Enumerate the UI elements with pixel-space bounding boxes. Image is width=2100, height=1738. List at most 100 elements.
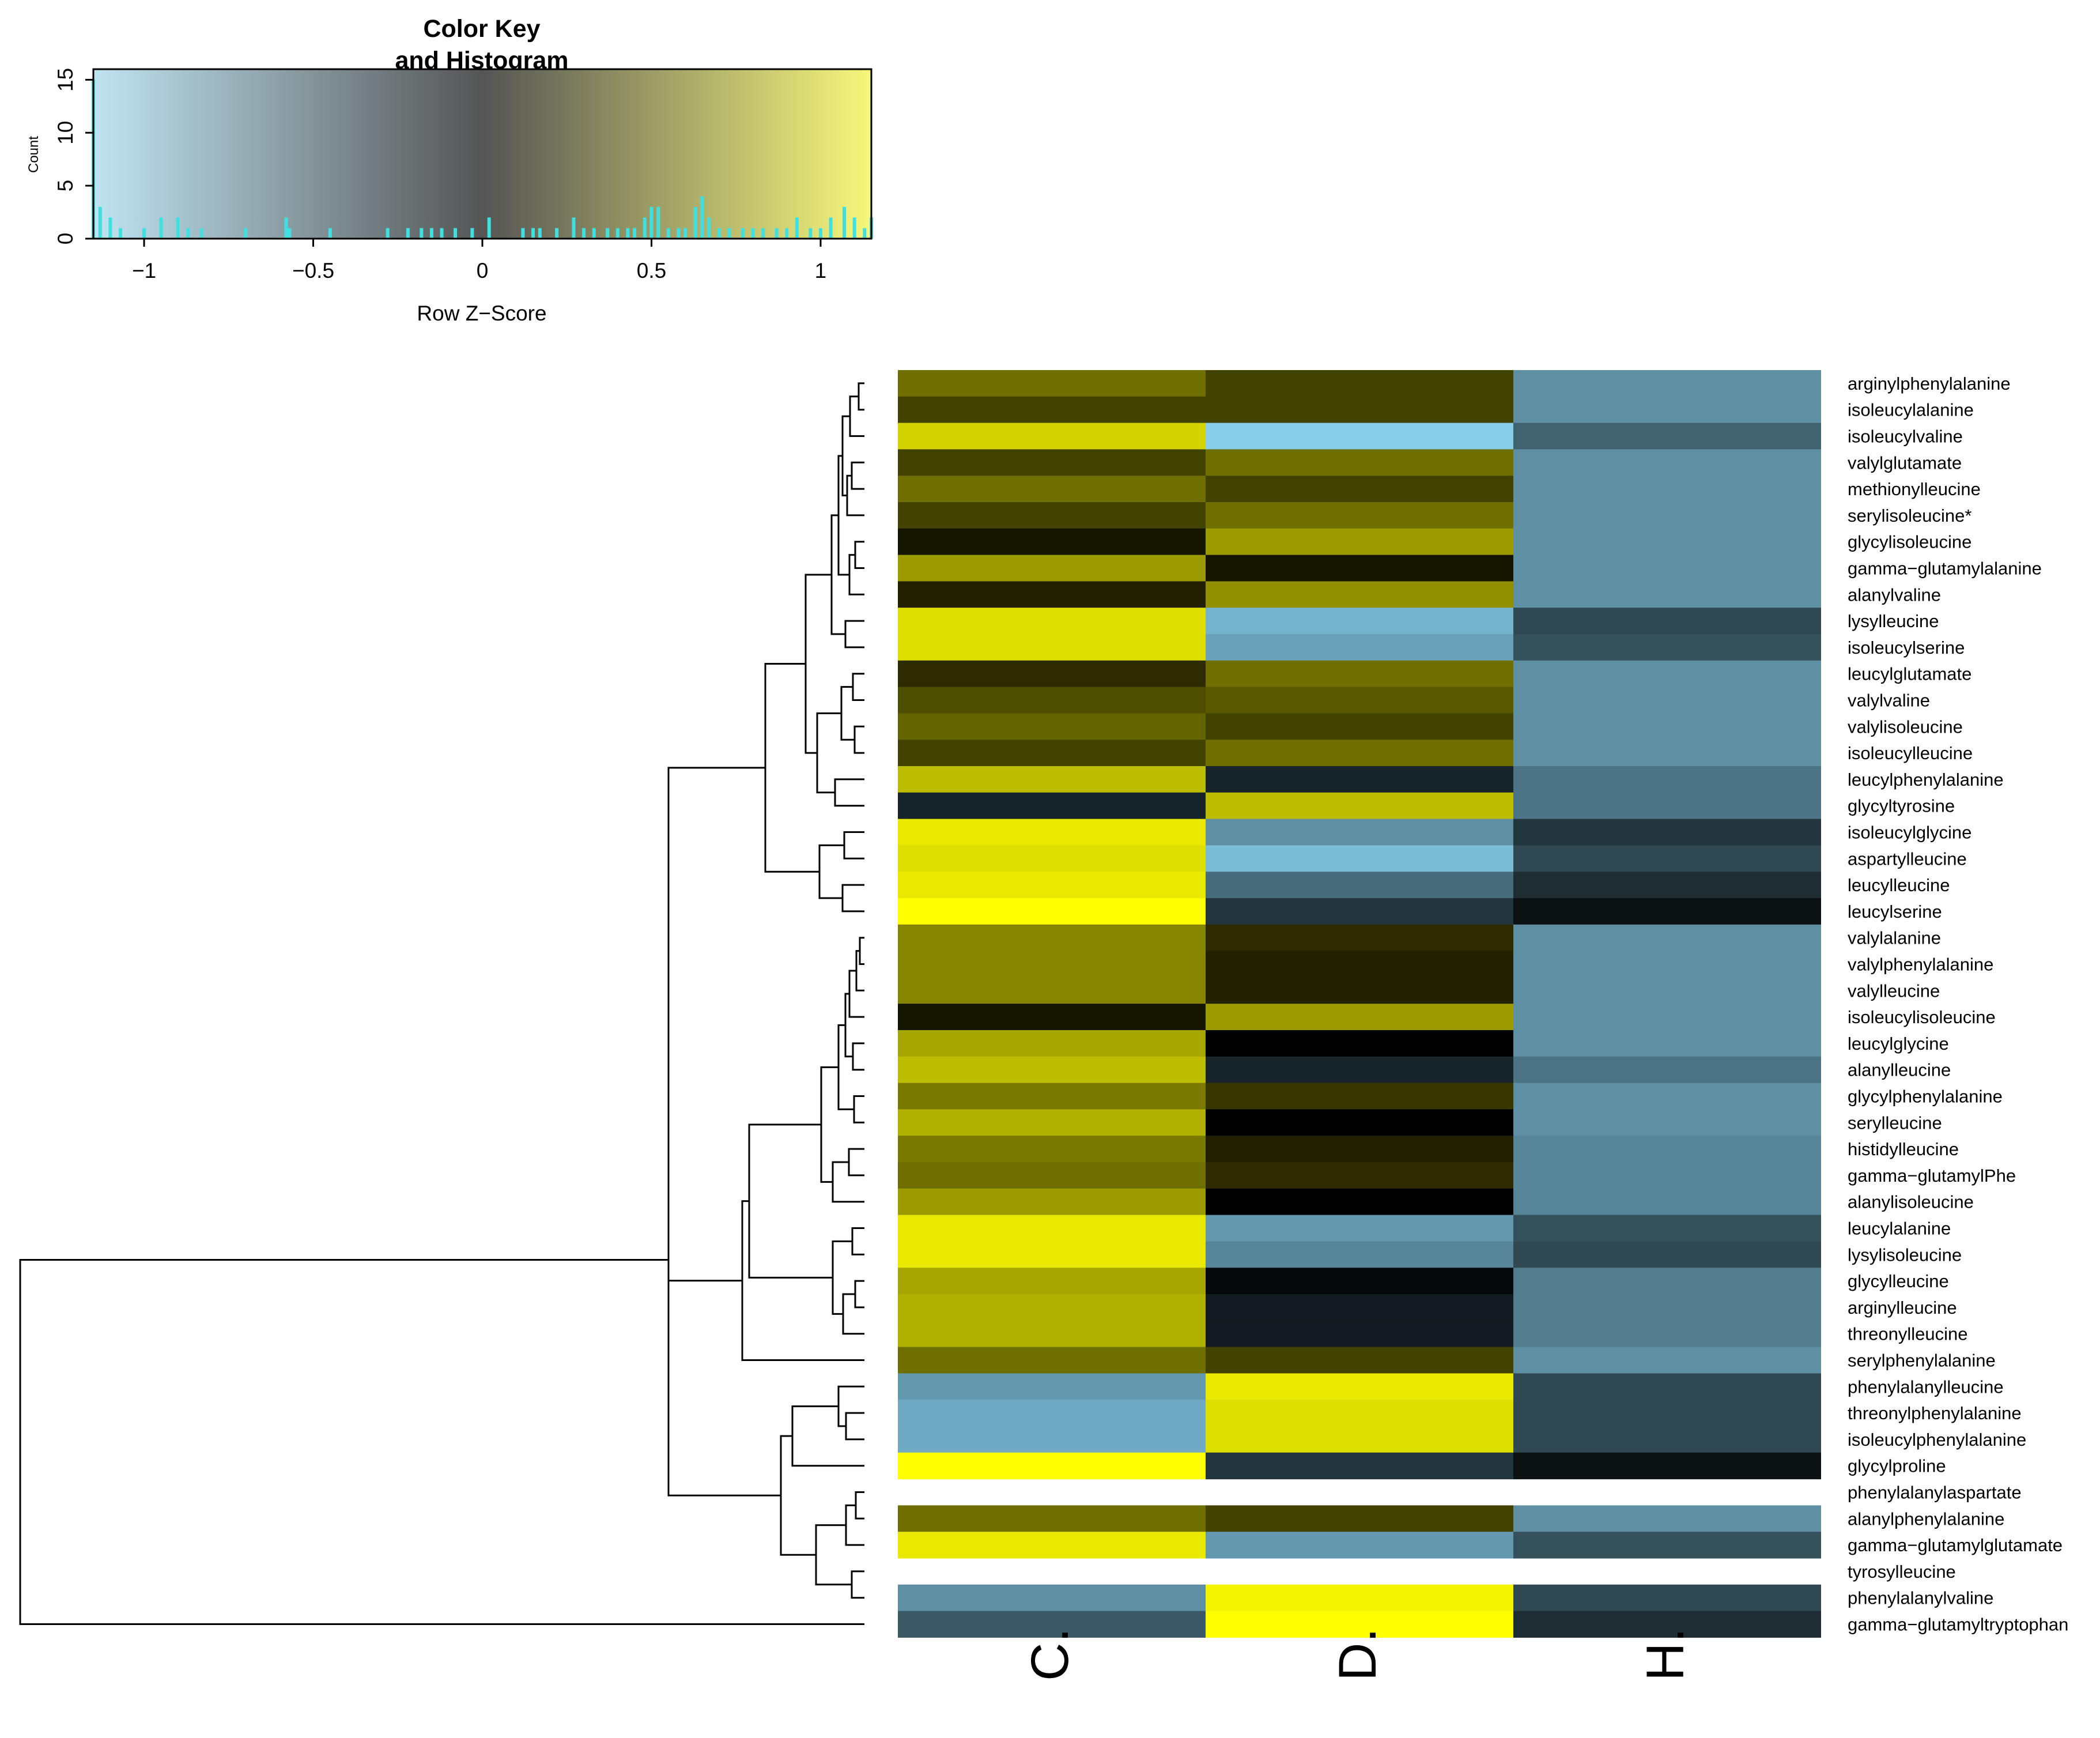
row-label: serylleucine bbox=[1848, 1113, 1942, 1133]
heatmap-cell bbox=[1513, 1373, 1821, 1400]
row-label: leucylserine bbox=[1848, 902, 1942, 922]
dendrogram-branch bbox=[858, 382, 864, 411]
heatmap-cell bbox=[1206, 1400, 1513, 1427]
heatmap-cell bbox=[1206, 1373, 1513, 1400]
dendrogram-branch bbox=[816, 712, 841, 794]
dendrogram-branch bbox=[855, 1491, 864, 1520]
heatmap-cell bbox=[898, 1320, 1206, 1348]
heatmap-cell bbox=[1206, 1215, 1513, 1242]
heatmap-cell bbox=[898, 1004, 1206, 1031]
heatmap-cell bbox=[898, 1188, 1206, 1216]
heatmap-cell bbox=[898, 1373, 1206, 1400]
heatmap-cell bbox=[1513, 1294, 1821, 1321]
row-label: methionylleucine bbox=[1848, 479, 1981, 499]
heatmap-cell bbox=[898, 1056, 1206, 1084]
dendrogram-branch bbox=[834, 778, 864, 807]
histogram-bar bbox=[98, 206, 102, 239]
row-label: aspartylleucine bbox=[1848, 849, 1967, 869]
heatmap-cell bbox=[898, 476, 1206, 503]
heatmap-cell bbox=[1206, 792, 1513, 820]
row-label: threonylleucine bbox=[1848, 1324, 1968, 1344]
heatmap-cell bbox=[1206, 1241, 1513, 1268]
histogram-bar bbox=[683, 228, 688, 239]
dendrogram-branch bbox=[818, 844, 844, 899]
histogram-bar bbox=[727, 228, 731, 239]
histogram-bar bbox=[751, 228, 755, 239]
heatmap-cell bbox=[1513, 581, 1821, 608]
heatmap-cell bbox=[1513, 1136, 1821, 1163]
heatmap-cell bbox=[1513, 1004, 1821, 1031]
heatmap-cell bbox=[1513, 1188, 1821, 1216]
heatmap-cell bbox=[898, 608, 1206, 635]
row-label: tyrosylleucine bbox=[1848, 1562, 1956, 1582]
heatmap-cell bbox=[1513, 924, 1821, 952]
y-tick-label: 5 bbox=[54, 180, 77, 192]
heatmap-cell bbox=[1513, 1030, 1821, 1057]
row-label: isoleucylalanine bbox=[1848, 400, 1974, 420]
row-label: glycylisoleucine bbox=[1848, 532, 1971, 552]
histogram-bar bbox=[775, 228, 779, 239]
heatmap-cell bbox=[898, 634, 1206, 661]
column-label: C. bbox=[1021, 1628, 1079, 1681]
dendrogram-branch bbox=[851, 1570, 864, 1599]
row-label: alanylphenylalanine bbox=[1848, 1509, 2004, 1529]
dendrogram-branch bbox=[741, 1200, 864, 1361]
heatmap-cell bbox=[898, 1400, 1206, 1427]
color-key-ylabel: Count bbox=[26, 136, 41, 173]
heatmap-cell bbox=[1206, 528, 1513, 556]
heatmap-cell bbox=[898, 766, 1206, 793]
heatmap-cell bbox=[898, 1532, 1206, 1559]
heatmap-cell bbox=[1206, 1426, 1513, 1453]
color-key-xlabel: Row Z−Score bbox=[417, 301, 546, 325]
heatmap-cell bbox=[1513, 1320, 1821, 1348]
heatmap-cell bbox=[898, 792, 1206, 820]
row-label: valylleucine bbox=[1848, 981, 1940, 1001]
heatmap-cell bbox=[898, 396, 1206, 424]
heatmap-cell bbox=[898, 1505, 1206, 1532]
heatmap-cell bbox=[1513, 396, 1821, 424]
histogram-bar bbox=[582, 228, 586, 239]
dendrogram-branch bbox=[19, 1258, 864, 1625]
dendrogram-branch bbox=[846, 474, 864, 517]
heatmap-cell bbox=[1513, 951, 1821, 978]
histogram-bar bbox=[531, 228, 535, 239]
heatmap-cell bbox=[1206, 1584, 1513, 1612]
heatmap-cell bbox=[1513, 740, 1821, 767]
heatmap-cell bbox=[1206, 581, 1513, 608]
dendrogram-branch bbox=[853, 1095, 864, 1124]
color-key: Color Key and Histogram −1 −0.5 0 0.5 105101… bbox=[26, 15, 873, 325]
heatmap-cell bbox=[898, 898, 1206, 925]
heatmap-cell bbox=[1206, 1188, 1513, 1216]
histogram-bar bbox=[142, 228, 146, 239]
histogram-bar bbox=[843, 206, 847, 239]
heatmap-cell bbox=[1206, 740, 1513, 767]
heatmap-cell bbox=[1513, 1347, 1821, 1374]
histogram-bar bbox=[700, 196, 704, 239]
row-label: isoleucylisoleucine bbox=[1848, 1007, 1996, 1027]
histogram-bar bbox=[649, 206, 654, 239]
row-label: gamma−glutamyltryptophan bbox=[1848, 1615, 2068, 1635]
heatmap-cell bbox=[1513, 502, 1821, 529]
heatmap-cell bbox=[1513, 977, 1821, 1004]
dendrogram-branch bbox=[841, 884, 864, 913]
heatmap-cell bbox=[1206, 713, 1513, 740]
color-key-title-line1: Color Key bbox=[423, 15, 540, 43]
heatmap-cell bbox=[1513, 476, 1821, 503]
heatmap-cell bbox=[898, 1268, 1206, 1295]
heatmap-cell bbox=[1206, 687, 1513, 714]
histogram-bar bbox=[454, 228, 458, 239]
histogram-bar bbox=[606, 228, 610, 239]
heatmap-cell bbox=[898, 555, 1206, 582]
heatmap-cell bbox=[1513, 819, 1821, 846]
dendrogram-branch bbox=[848, 1148, 864, 1177]
dendrogram-branch bbox=[667, 767, 765, 1282]
dendrogram-branch bbox=[837, 1385, 864, 1427]
heatmap-cell bbox=[898, 1030, 1206, 1057]
heatmap-cell bbox=[1206, 555, 1513, 582]
heatmap-cell bbox=[898, 924, 1206, 952]
heatmap-cell bbox=[1513, 1400, 1821, 1427]
heatmap-cell bbox=[1206, 608, 1513, 635]
heatmap-cell bbox=[1206, 634, 1513, 661]
